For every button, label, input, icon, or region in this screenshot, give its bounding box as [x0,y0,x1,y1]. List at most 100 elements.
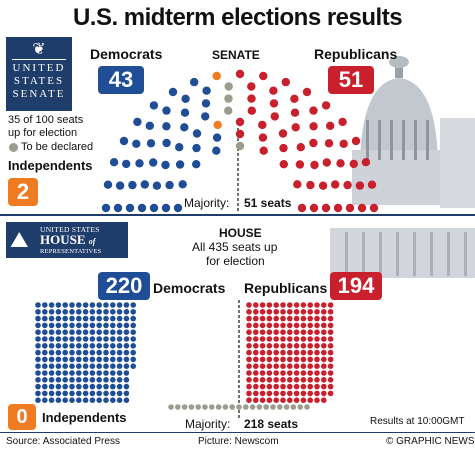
house-seat-republican [314,315,320,322]
house-seat-democrat [110,377,116,383]
house-seat-democrat [89,302,96,308]
house-seat-democrat [35,343,41,349]
senate-seat-republican [235,117,245,127]
house-seat-republican [259,356,266,363]
house-seat-democrat [89,315,96,322]
house-seat-democrat [116,309,123,315]
footer-picture: Picture: Newscom [198,436,279,447]
house-seat-undeclared [168,404,174,410]
house-seat-democrat [130,329,136,336]
house-independents-count: 0 [8,404,36,430]
senate-seat-democrat [162,122,171,131]
house-seat-democrat [69,302,75,308]
house-seat-undeclared [188,404,195,410]
house-seat-democrat [48,363,55,370]
house-seat-democrat [103,302,109,308]
house-seat-republican [321,315,327,322]
house-seat-republican [321,349,327,356]
house-seat-republican [307,377,314,383]
house-seat-republican [321,397,327,404]
house-seat-democrat [130,349,136,356]
senate-seat-republican [279,143,288,153]
house-seat-democrat [62,356,68,363]
house-seat-republican [253,302,259,308]
senate-seat-undeclared [235,141,245,151]
house-seat-democrat [48,377,55,383]
house-seat-democrat [69,336,75,342]
house-seat-republican [259,343,266,349]
house-seat-republican [246,329,252,336]
house-seat-democrat [42,363,48,370]
house-seat-democrat [42,383,48,390]
house-seat-republican [266,377,273,383]
house-seat-republican [259,309,266,315]
house-seat-republican [293,383,300,390]
house-seat-republican [307,356,314,363]
house-seat-democrat [96,329,102,336]
house-seat-democrat [116,390,123,397]
house-seat-democrat [82,322,89,329]
house-seat-democrat [76,383,82,390]
house-seat-democrat [96,356,102,363]
house-seat-democrat [123,343,130,349]
house-seat-republican [266,383,273,390]
house-seal-of: of [88,237,96,246]
senate-seat-democrat [175,143,184,152]
senate-seat-republican [338,117,347,127]
house-seat-democrat [82,336,89,342]
house-seat-democrat [110,343,116,349]
house-seat-republican [246,363,252,370]
house-seat-republican [321,383,327,390]
house-seat-democrat [116,377,123,383]
senate-seat-republican [309,203,319,213]
house-seat-democrat [89,356,96,363]
house-seat-republican [327,349,334,356]
senate-seat-republican [290,94,299,104]
house-note-2: for election [206,254,265,268]
house-seat-undeclared [256,404,263,410]
house-seat-democrat [82,377,89,383]
house-seat-democrat [42,377,48,383]
senate-rep-count: 51 [328,66,374,94]
house-seat-undeclared [181,404,188,410]
undeclared-legend-label: To be declared [21,141,94,153]
house-seat-republican [293,315,300,322]
senate-seat-democrat [201,99,211,108]
house-seat-democrat [123,363,130,370]
house-seat-republican [300,383,307,390]
house-seat-democrat [89,370,96,376]
senate-seat-republican [302,87,312,97]
house-seat-democrat [35,397,41,404]
house-seat-democrat [69,390,75,397]
house-seat-republican [307,343,314,349]
house-seat-republican [327,377,334,383]
house-seat-democrat [48,343,55,349]
house-seat-democrat [123,377,130,383]
house-seat-democrat [110,309,116,315]
house-seat-republican [273,390,280,397]
house-seat-republican [327,309,334,315]
house-seat-republican [259,349,266,356]
page-title: U.S. midterm elections results [72,4,403,31]
house-seat-republican [259,377,266,383]
house-seat-democrat [82,329,89,336]
house-seat-democrat [103,377,109,383]
house-seat-democrat [96,383,102,390]
house-seat-democrat [82,363,89,370]
house-seat-democrat [76,343,82,349]
house-dem-count: 220 [98,272,150,300]
house-seat-democrat [116,343,123,349]
house-seat-democrat [89,383,96,390]
house-seat-undeclared [236,404,242,410]
house-seat-republican [300,309,307,315]
senate-seat-republican [355,181,365,190]
house-seat-republican [259,315,266,322]
senate-seat-democrat [101,203,111,213]
house-seat-republican [253,349,259,356]
house-seat-republican [321,343,327,349]
house-seat-democrat [103,343,109,349]
house-seat-undeclared [215,404,222,410]
senate-seat-republican [290,108,300,117]
house-seat-republican [253,363,259,370]
house-seat-democrat [42,356,48,363]
